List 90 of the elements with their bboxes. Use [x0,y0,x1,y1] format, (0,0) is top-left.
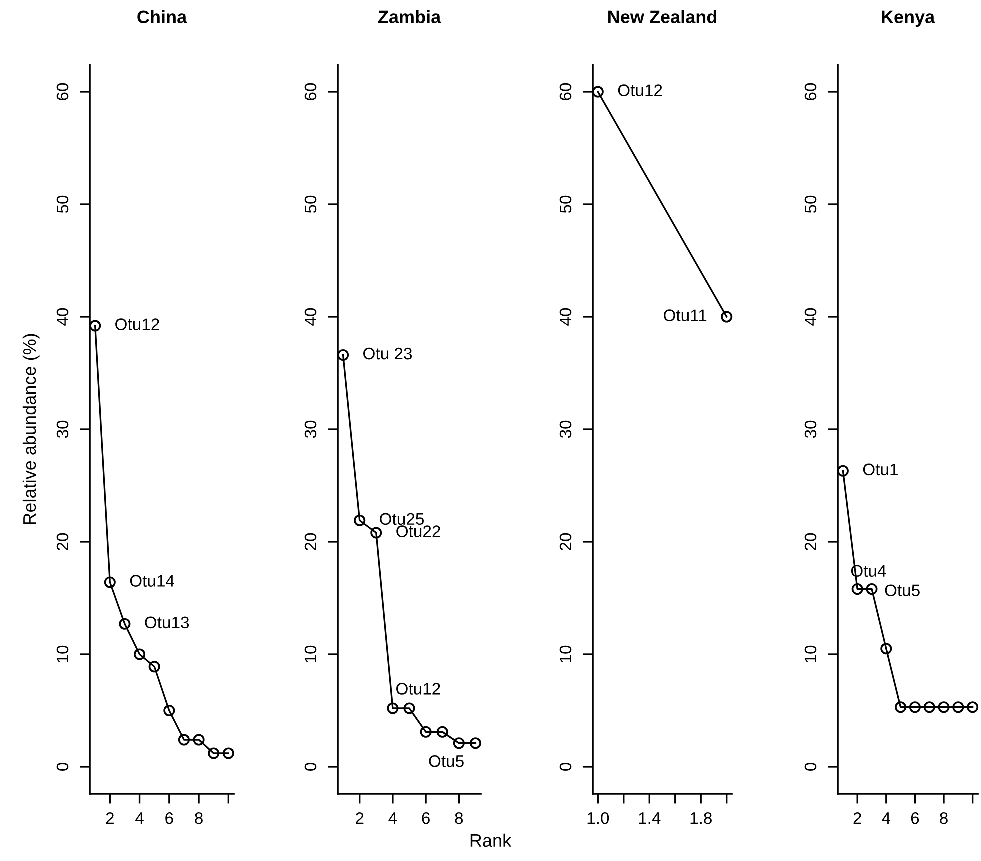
y-tick-label: 50 [560,196,572,214]
point [404,702,416,714]
x-tick-label: 6 [422,812,430,824]
point [193,734,205,746]
x-tick-label: 4 [136,812,144,824]
y-tick-label: 50 [304,196,317,214]
point [924,702,936,714]
y-tick-label: 60 [304,83,317,100]
x-tick-label: 1.8 [690,812,712,824]
annotation: Otu11 [664,310,707,322]
point [952,702,964,714]
x-tick-label: 8 [455,812,464,824]
annotation: Otu14 [130,575,175,587]
x-tick-label: 2 [854,812,862,824]
y-tick-label: 20 [804,533,817,550]
point [866,583,878,596]
y-tick-label: 10 [304,646,317,662]
point [178,734,190,746]
y-tick-label: 10 [56,646,69,662]
point [436,726,448,738]
y-tick-label: 0 [804,763,817,771]
point [852,583,864,596]
y-tick-label: 20 [304,533,317,550]
y-tick-label: 30 [560,420,572,438]
y-tick-label: 20 [56,533,69,550]
point [90,320,102,332]
y-tick-label: 50 [56,196,69,214]
point [119,618,131,630]
x-tick-label: 2 [356,812,364,824]
x-tick-label: 8 [940,812,948,824]
annotation: Otu25 [380,513,424,526]
chart-title: China [138,10,188,24]
annotation: Otu5 [429,755,464,768]
x-tick-label: 6 [166,812,174,824]
annotation: Otu12 [116,318,160,330]
point [370,527,382,539]
x-tick-label: 1.0 [588,812,610,824]
point [354,514,366,526]
y-tick-label: 0 [560,763,572,771]
y-tick-label: 50 [804,196,817,214]
x-tick-label: 4 [388,812,398,824]
chart-title: New Zealand [608,10,716,24]
annotation: Otu5 [885,584,920,596]
point [208,748,220,760]
x-tick-label: 4 [882,812,891,824]
annotation: Otu12 [618,84,662,96]
y-tick-label: 30 [804,420,817,438]
point [837,465,849,477]
point [164,704,176,717]
point [338,349,350,362]
point [222,748,234,760]
y-tick-label: 30 [56,420,69,438]
x-tick-label: 1.4 [639,812,661,824]
annotation: Otu13 [145,616,190,629]
y-tick-label: 40 [56,308,69,326]
y-tick-label: 40 [304,308,317,326]
point [909,702,921,714]
x-tick-label: 8 [195,812,203,824]
y-tick-label: 40 [804,308,817,326]
point [148,661,160,673]
point [453,738,465,750]
y-axis-title: Relative abundance (%) [22,334,40,524]
y-tick-label: 10 [560,646,572,662]
y-tick-label: 60 [804,83,817,100]
x-axis-title: Rank [470,834,512,848]
point [104,576,116,588]
annotation: Otu22 [396,526,440,538]
annotation: Otu 23 [364,348,412,360]
point [134,648,146,660]
y-tick-label: 60 [560,83,572,100]
y-tick-label: 60 [56,83,69,100]
annotation: Otu12 [396,683,440,695]
x-tick-label: 2 [106,812,114,824]
y-tick-label: 0 [304,763,317,771]
point [420,726,432,738]
point [895,702,907,714]
point [967,702,979,714]
chart-title: Kenya [882,10,936,28]
point [880,643,892,655]
point [470,738,482,750]
annotation: Otu1 [863,464,898,476]
y-tick-label: 10 [804,646,817,662]
x-tick-label: 6 [911,812,920,824]
y-tick-label: 30 [304,420,317,438]
y-tick-label: 40 [560,308,572,326]
point [387,702,399,714]
y-tick-label: 20 [560,533,572,550]
y-tick-label: 0 [56,763,69,771]
point [938,702,950,714]
chart-title: Zambia [378,10,442,24]
